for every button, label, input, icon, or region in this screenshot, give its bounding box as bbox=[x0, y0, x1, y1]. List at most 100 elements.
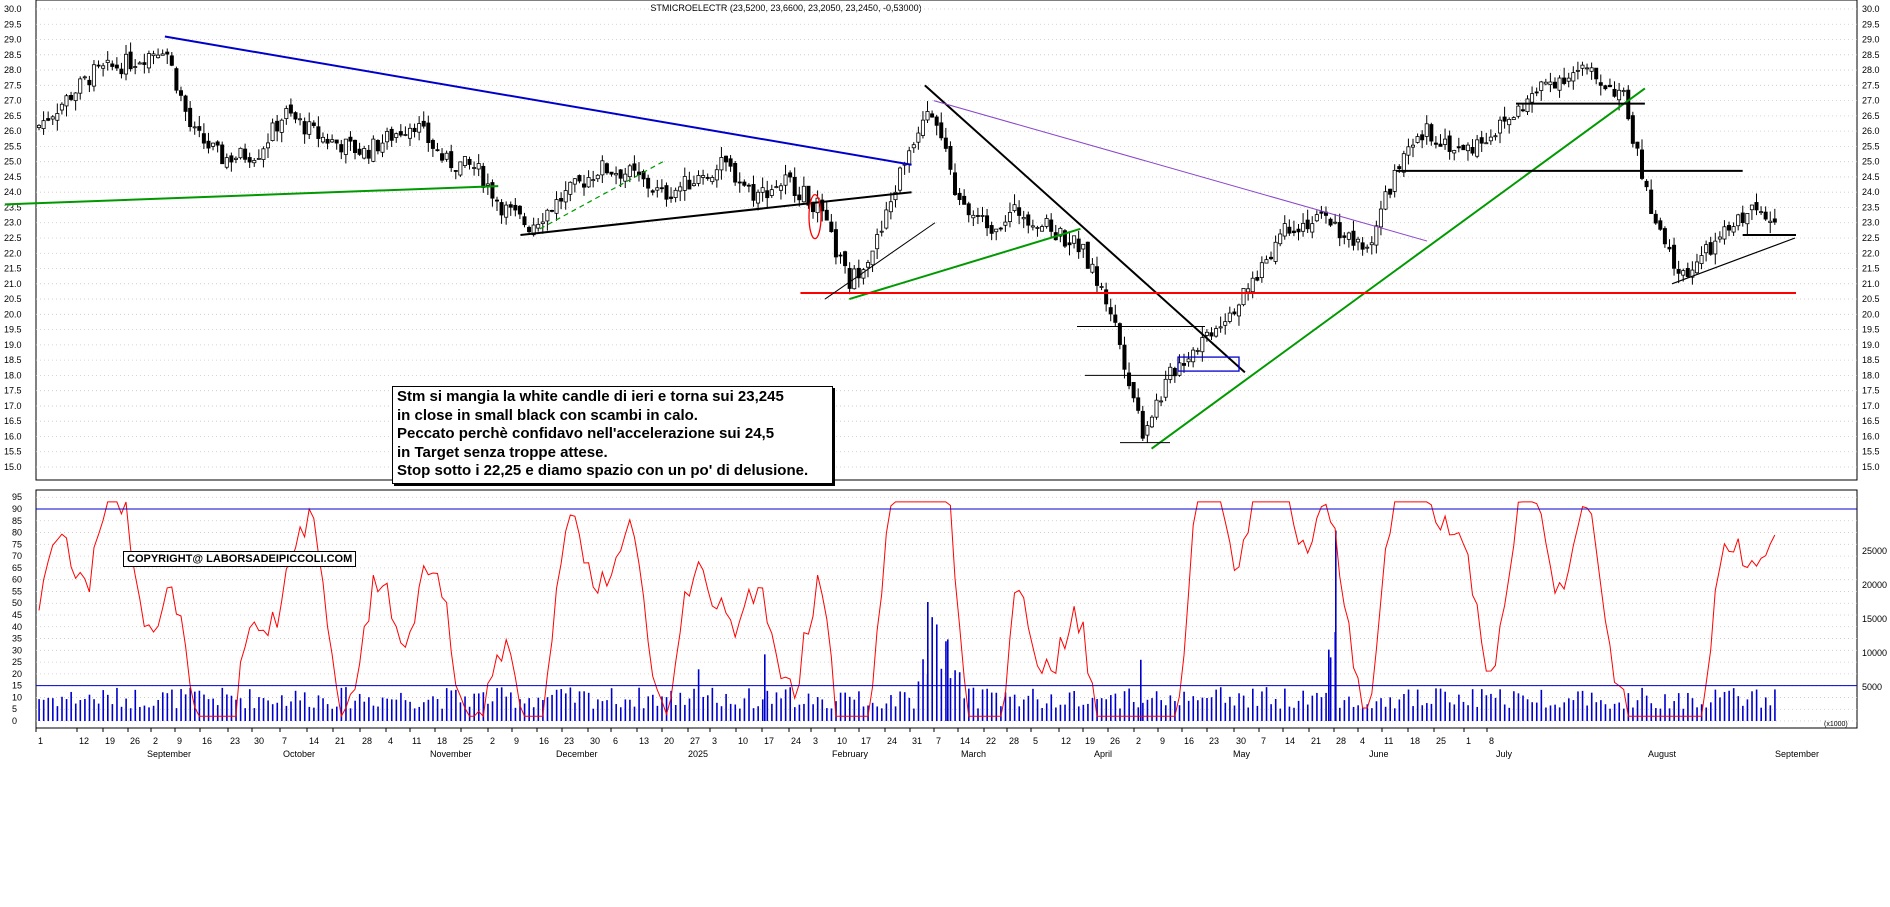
price-candle bbox=[325, 133, 330, 150]
price-candle bbox=[252, 158, 257, 167]
volume-bar bbox=[514, 707, 517, 721]
price-candle bbox=[1113, 304, 1118, 327]
price-candle bbox=[1062, 229, 1067, 249]
volume-bar bbox=[1421, 705, 1424, 721]
price-candle bbox=[1424, 115, 1429, 145]
volume-bar bbox=[752, 708, 755, 721]
candle-body bbox=[1543, 81, 1548, 85]
volume-bar bbox=[1357, 705, 1359, 721]
volume-bar bbox=[922, 659, 924, 721]
price-candle bbox=[1200, 326, 1205, 362]
x-month-label: July bbox=[1496, 749, 1513, 759]
price-candle bbox=[1740, 205, 1745, 227]
volume-bar bbox=[1256, 705, 1259, 721]
price-candle bbox=[1337, 213, 1342, 247]
price-candle bbox=[1030, 219, 1035, 231]
candle-body bbox=[1589, 67, 1594, 72]
volume-bar bbox=[1590, 692, 1593, 721]
price-candle bbox=[206, 132, 211, 154]
volume-bar bbox=[1325, 692, 1327, 721]
volume-bar bbox=[1032, 688, 1034, 721]
volume-bar bbox=[1705, 707, 1708, 721]
price-candle bbox=[279, 118, 284, 143]
candle-body bbox=[146, 53, 151, 69]
volume-bar bbox=[216, 705, 219, 721]
candle-body bbox=[1498, 119, 1503, 134]
candle-body bbox=[1470, 147, 1475, 154]
volume-bar bbox=[1412, 706, 1414, 721]
volume-bar bbox=[175, 708, 178, 721]
price-candle bbox=[884, 201, 889, 230]
candle-body bbox=[1159, 400, 1164, 403]
candle-body bbox=[1571, 72, 1576, 82]
candle-body bbox=[1369, 242, 1374, 246]
volume-bar bbox=[578, 691, 581, 721]
volume-bar bbox=[624, 699, 627, 721]
candle-body bbox=[403, 134, 408, 136]
price-candle bbox=[494, 196, 499, 211]
price-candle bbox=[1076, 230, 1081, 259]
volume-bar bbox=[1609, 708, 1611, 721]
volume-bar bbox=[38, 699, 40, 721]
volume-bar bbox=[945, 641, 947, 721]
candle-body bbox=[1314, 214, 1319, 222]
price-candle bbox=[133, 59, 138, 75]
candle-body bbox=[1530, 93, 1535, 103]
candle-body bbox=[985, 215, 990, 229]
volume-bar bbox=[523, 703, 526, 721]
candle-body bbox=[421, 120, 426, 127]
volume-bar bbox=[725, 693, 727, 721]
volume-bar bbox=[331, 708, 334, 721]
candle-body bbox=[1017, 207, 1022, 216]
candle-body bbox=[435, 149, 440, 152]
price-candle bbox=[1571, 66, 1576, 90]
price-candle bbox=[238, 147, 243, 160]
volume-bar bbox=[184, 694, 187, 721]
candle-body bbox=[366, 149, 371, 159]
volume-bar bbox=[990, 692, 993, 721]
x-day-label: 9 bbox=[1160, 736, 1165, 746]
volume-bar bbox=[322, 698, 324, 721]
candle-body bbox=[412, 127, 417, 133]
volume-bar bbox=[372, 705, 375, 721]
x-day-label: 23 bbox=[1209, 736, 1219, 746]
volume-bar bbox=[1430, 703, 1433, 721]
candle-body bbox=[1342, 235, 1347, 238]
analysis-note-line: Stop sotto i 22,25 e diamo spazio con un… bbox=[397, 462, 809, 480]
x-day-label: 17 bbox=[764, 736, 774, 746]
volume-bar bbox=[1279, 708, 1282, 721]
candle-body bbox=[1429, 124, 1434, 142]
candle-body bbox=[682, 176, 687, 191]
candle-body bbox=[1085, 241, 1090, 269]
volume-bar bbox=[1384, 706, 1387, 721]
candle-body bbox=[82, 76, 87, 79]
price-candle bbox=[37, 124, 42, 131]
volume-bar bbox=[1270, 704, 1272, 721]
price-candle bbox=[91, 60, 96, 92]
volume-bar bbox=[821, 699, 824, 721]
volume-bar bbox=[505, 696, 508, 721]
candle-body bbox=[247, 157, 252, 163]
volume-bar bbox=[510, 692, 512, 721]
price-candle bbox=[1388, 188, 1393, 199]
candle-body bbox=[1740, 212, 1745, 223]
x-day-label: 14 bbox=[960, 736, 970, 746]
candle-body bbox=[678, 186, 683, 192]
price-y-tick-left: 23.0 bbox=[4, 218, 22, 228]
candle-body bbox=[769, 189, 774, 196]
candle-body bbox=[371, 138, 376, 162]
x-day-label: 23 bbox=[564, 736, 574, 746]
trendline-august-support bbox=[1671, 237, 1796, 285]
candle-body bbox=[1621, 90, 1626, 93]
candle-body bbox=[417, 123, 422, 133]
candle-body bbox=[751, 184, 756, 201]
price-candle bbox=[1346, 231, 1351, 248]
candle-body bbox=[1420, 134, 1425, 141]
volume-bar bbox=[1192, 696, 1195, 721]
x-day-label: 28 bbox=[1009, 736, 1019, 746]
price-candle bbox=[371, 135, 376, 163]
candle-body bbox=[641, 171, 646, 180]
candle-body bbox=[792, 176, 797, 196]
candle-body bbox=[1635, 141, 1640, 149]
price-candle bbox=[357, 142, 362, 156]
